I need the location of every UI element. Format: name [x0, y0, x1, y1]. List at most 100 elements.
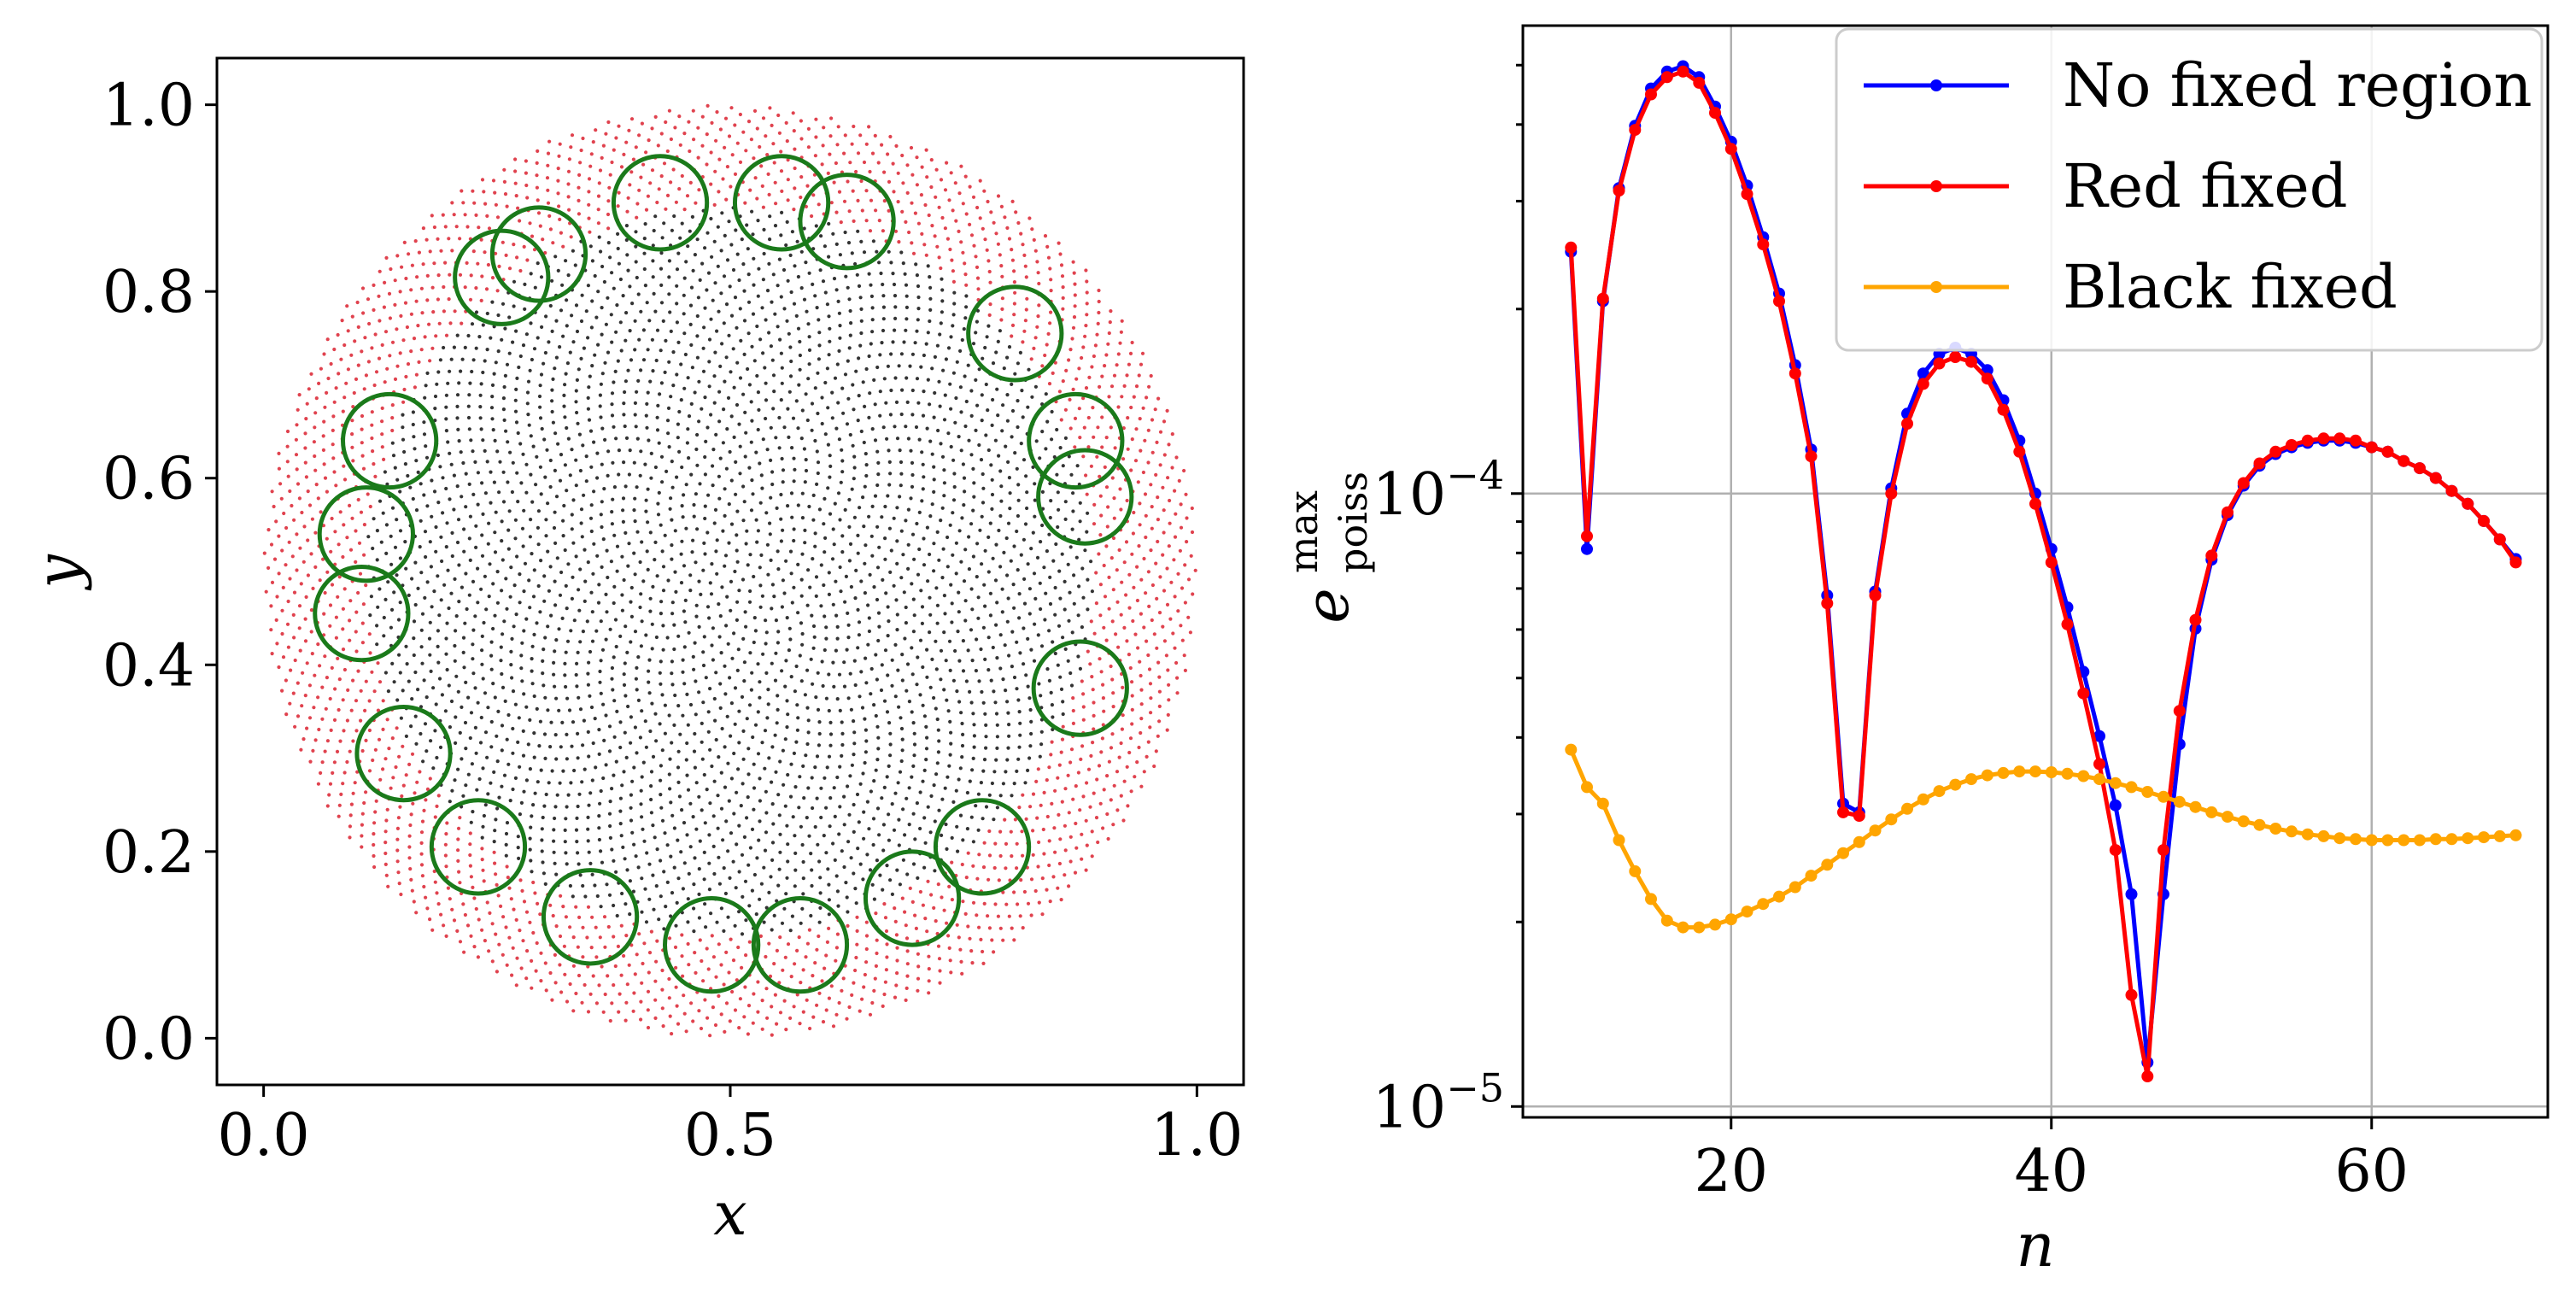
interior-point — [921, 665, 925, 670]
boundary-point — [907, 230, 911, 235]
interior-point — [847, 297, 852, 302]
boundary-point — [696, 155, 700, 160]
interior-point — [471, 449, 475, 454]
interior-point — [559, 308, 564, 313]
boundary-point — [1103, 364, 1107, 368]
boundary-point — [822, 126, 826, 130]
boundary-point — [525, 196, 530, 200]
boundary-point — [929, 185, 934, 190]
interior-point — [1016, 483, 1021, 487]
interior-point — [622, 770, 626, 774]
interior-point — [734, 460, 738, 465]
boundary-point — [678, 143, 682, 147]
boundary-point — [480, 847, 484, 851]
interior-point — [838, 336, 842, 340]
interior-point — [489, 667, 494, 671]
boundary-point — [1000, 274, 1004, 278]
interior-point — [530, 500, 535, 504]
interior-point — [670, 543, 674, 548]
boundary-point — [765, 1016, 770, 1020]
interior-point — [887, 249, 891, 254]
interior-point — [729, 608, 733, 612]
interior-point — [815, 482, 819, 487]
interior-point — [948, 382, 952, 386]
interior-point — [596, 601, 601, 605]
boundary-point — [356, 669, 360, 673]
interior-point — [862, 836, 866, 841]
boundary-point — [297, 626, 302, 630]
boundary-point — [813, 154, 818, 158]
boundary-point — [1081, 345, 1086, 349]
interior-point — [963, 424, 968, 429]
boundary-point — [904, 923, 908, 928]
interior-point — [1000, 587, 1004, 591]
interior-point — [694, 712, 698, 717]
boundary-point — [1077, 407, 1081, 411]
interior-point — [675, 284, 679, 288]
boundary-point — [896, 171, 900, 175]
interior-point — [606, 473, 610, 478]
interior-point — [598, 801, 602, 806]
interior-point — [571, 720, 576, 724]
interior-point — [791, 815, 795, 819]
interior-point — [615, 303, 619, 308]
interior-point — [813, 531, 817, 536]
boundary-point — [404, 276, 408, 281]
boundary-point — [870, 151, 875, 155]
interior-point — [827, 221, 831, 226]
interior-point — [669, 800, 673, 805]
interior-point — [862, 440, 866, 445]
boundary-point — [348, 548, 354, 552]
interior-point — [436, 370, 441, 374]
boundary-point — [1029, 913, 1033, 917]
boundary-point — [469, 934, 473, 938]
boundary-point — [1164, 654, 1168, 658]
interior-point — [610, 340, 614, 344]
interior-point — [1012, 606, 1016, 610]
interior-point — [489, 745, 494, 749]
boundary-point — [305, 661, 309, 665]
interior-point — [981, 501, 986, 505]
boundary-point — [625, 982, 629, 987]
interior-point — [930, 366, 934, 371]
boundary-point — [1162, 453, 1167, 457]
boundary-point — [476, 261, 480, 266]
interior-point — [981, 356, 985, 360]
interior-point — [983, 657, 987, 662]
boundary-point — [710, 120, 714, 125]
boundary-point — [1068, 760, 1073, 765]
boundary-point — [1146, 428, 1150, 432]
interior-point — [633, 496, 637, 501]
interior-point — [587, 385, 591, 390]
boundary-point — [759, 164, 764, 168]
interior-point — [1080, 625, 1084, 630]
interior-point — [850, 487, 854, 491]
interior-point — [752, 283, 756, 287]
interior-point — [1074, 555, 1079, 560]
interior-point — [620, 554, 624, 559]
interior-point — [424, 749, 429, 753]
interior-point — [968, 779, 972, 783]
interior-point — [703, 454, 707, 460]
boundary-point — [1097, 552, 1101, 556]
interior-point — [1035, 555, 1040, 560]
interior-point — [707, 888, 712, 892]
boundary-point — [925, 929, 929, 934]
interior-point — [654, 358, 659, 363]
interior-point — [974, 378, 978, 382]
boundary-point — [396, 816, 401, 820]
interior-point — [389, 625, 393, 630]
interior-point — [661, 565, 666, 569]
interior-point — [459, 369, 463, 373]
interior-point — [621, 845, 625, 850]
interior-point — [761, 652, 765, 656]
boundary-point — [1024, 817, 1028, 821]
interior-point — [784, 243, 788, 248]
interior-point — [454, 674, 459, 678]
interior-point — [680, 808, 684, 812]
interior-point — [562, 404, 566, 408]
interior-point — [520, 641, 524, 645]
boundary-point — [1133, 632, 1138, 636]
boundary-point — [313, 673, 317, 677]
interior-point — [682, 861, 687, 865]
